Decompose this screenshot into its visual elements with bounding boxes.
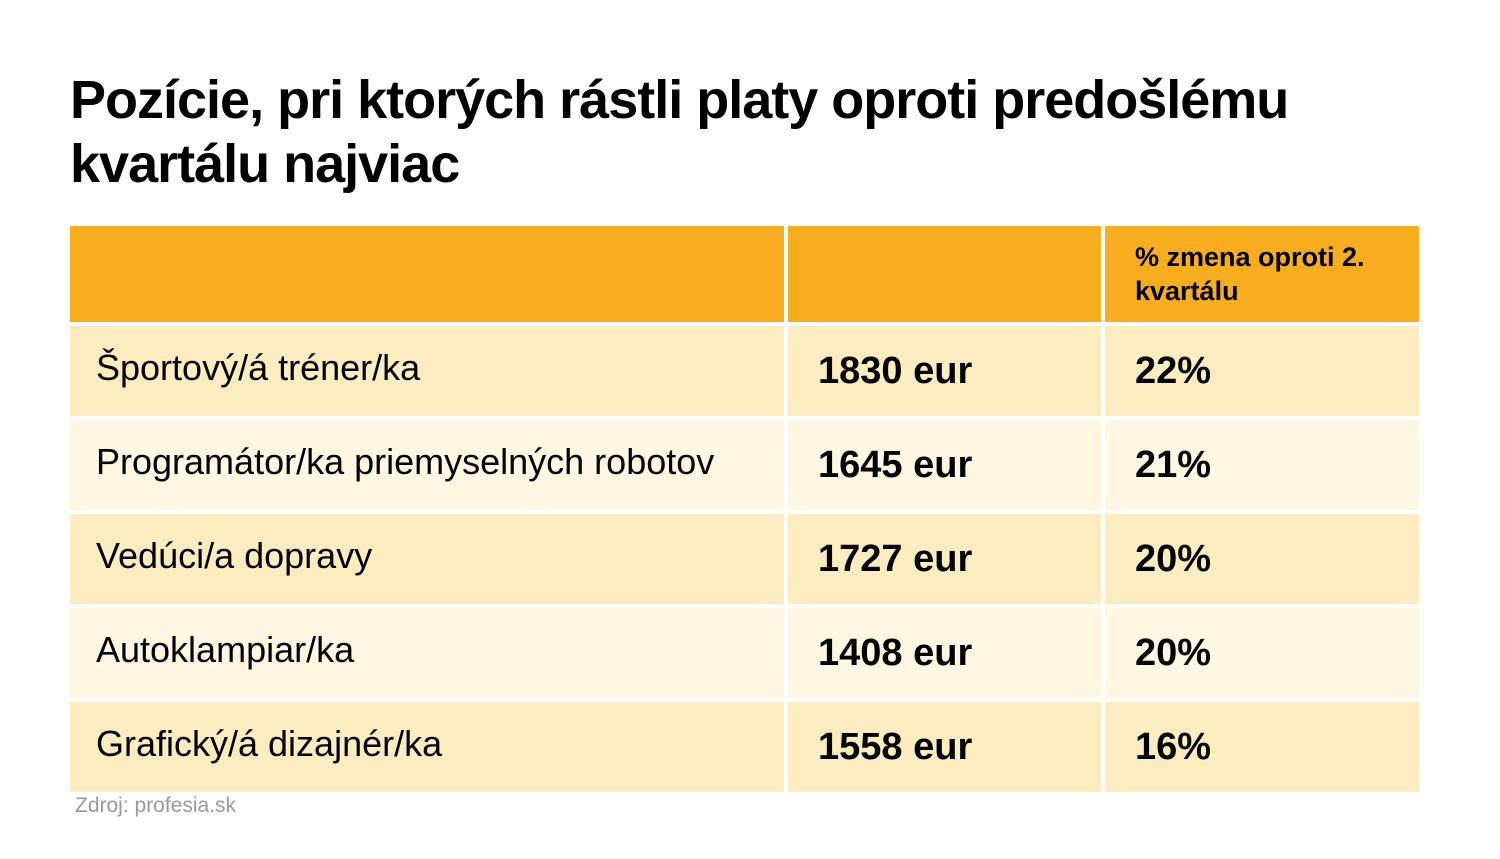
salary-cell: 1558 eur [788,702,1105,792]
position-cell: Programátor/ka priemyselných robotov [70,420,788,514]
change-cell: 20% [1105,608,1419,702]
change-cell: 21% [1105,420,1419,514]
page-title: Pozície, pri ktorých rástli platy oproti… [70,70,1289,194]
table-row: Športový/á tréner/ka 1830 eur 22% [70,326,1419,420]
header-change: % zmena oproti 2. kvartálu [1105,226,1419,326]
change-cell: 16% [1105,702,1419,792]
position-cell: Grafický/á dizajnér/ka [70,702,788,792]
header-position [70,226,788,326]
table-row: Autoklampiar/ka 1408 eur 20% [70,608,1419,702]
salary-cell: 1408 eur [788,608,1105,702]
header-salary [788,226,1105,326]
salary-cell: 1830 eur [788,326,1105,420]
salary-growth-table: % zmena oproti 2. kvartálu Športový/á tr… [70,226,1419,792]
table-row: Grafický/á dizajnér/ka 1558 eur 16% [70,702,1419,792]
position-cell: Športový/á tréner/ka [70,326,788,420]
table-row: Programátor/ka priemyselných robotov 164… [70,420,1419,514]
change-cell: 22% [1105,326,1419,420]
position-cell: Vedúci/a dopravy [70,514,788,608]
table-header-row: % zmena oproti 2. kvartálu [70,226,1419,326]
salary-cell: 1727 eur [788,514,1105,608]
source-note: Zdroj: profesia.sk [75,794,237,817]
position-cell: Autoklampiar/ka [70,608,788,702]
salary-cell: 1645 eur [788,420,1105,514]
table-row: Vedúci/a dopravy 1727 eur 20% [70,514,1419,608]
change-cell: 20% [1105,514,1419,608]
